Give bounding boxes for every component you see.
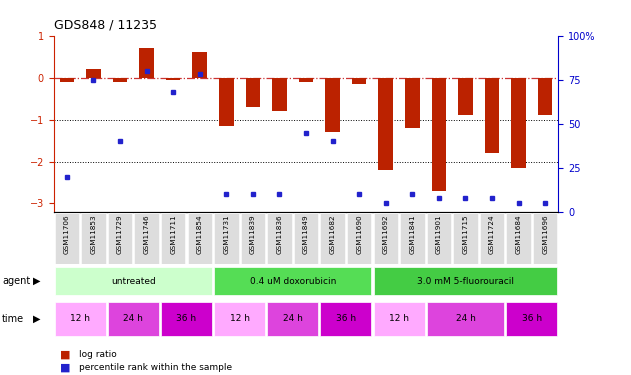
Text: 36 h: 36 h (177, 314, 196, 323)
Text: GSM11849: GSM11849 (303, 214, 309, 254)
FancyBboxPatch shape (374, 267, 557, 295)
FancyBboxPatch shape (294, 213, 318, 264)
Bar (511, 78, 526, 168)
Text: GSM11841: GSM11841 (410, 214, 415, 254)
Bar (379, 78, 393, 170)
Bar (298, 78, 314, 82)
Bar (192, 53, 207, 78)
FancyBboxPatch shape (533, 213, 557, 264)
Text: 12 h: 12 h (389, 314, 409, 323)
FancyBboxPatch shape (214, 213, 239, 264)
FancyBboxPatch shape (506, 302, 557, 336)
Text: 24 h: 24 h (124, 314, 143, 323)
Text: GSM11901: GSM11901 (436, 214, 442, 254)
FancyBboxPatch shape (240, 213, 265, 264)
Text: GSM11729: GSM11729 (117, 214, 123, 254)
Text: GSM11715: GSM11715 (463, 214, 468, 254)
Text: agent: agent (2, 276, 30, 286)
Text: GSM11692: GSM11692 (383, 214, 389, 254)
Bar (485, 78, 499, 153)
Text: 24 h: 24 h (456, 314, 475, 323)
FancyBboxPatch shape (108, 302, 159, 336)
FancyBboxPatch shape (55, 267, 212, 295)
Text: GSM11706: GSM11706 (64, 214, 70, 254)
Text: log ratio: log ratio (79, 350, 117, 359)
Text: untreated: untreated (111, 277, 156, 286)
FancyBboxPatch shape (55, 213, 79, 264)
Text: 36 h: 36 h (336, 314, 356, 323)
Bar (219, 78, 233, 126)
Text: GSM11836: GSM11836 (276, 214, 283, 254)
Text: GDS848 / 11235: GDS848 / 11235 (54, 19, 156, 32)
FancyBboxPatch shape (108, 213, 133, 264)
FancyBboxPatch shape (214, 267, 372, 295)
Bar (245, 78, 260, 107)
Bar (538, 78, 553, 116)
Bar (352, 78, 367, 84)
Bar (139, 48, 154, 78)
Text: GSM11853: GSM11853 (90, 214, 97, 254)
Text: ▶: ▶ (33, 276, 40, 286)
Text: percentile rank within the sample: percentile rank within the sample (79, 363, 232, 372)
FancyBboxPatch shape (374, 302, 425, 336)
FancyBboxPatch shape (400, 213, 425, 264)
Text: time: time (2, 314, 24, 324)
Text: ■: ■ (60, 363, 71, 372)
Bar (166, 78, 180, 80)
Text: GSM11839: GSM11839 (250, 214, 256, 254)
Text: GSM11682: GSM11682 (329, 214, 336, 254)
FancyBboxPatch shape (427, 213, 451, 264)
Text: 0.4 uM doxorubicin: 0.4 uM doxorubicin (250, 277, 336, 286)
Bar (59, 78, 74, 82)
FancyBboxPatch shape (506, 213, 531, 264)
FancyBboxPatch shape (480, 213, 504, 264)
Text: GSM11724: GSM11724 (489, 214, 495, 254)
Bar (432, 78, 446, 191)
FancyBboxPatch shape (214, 302, 265, 336)
FancyBboxPatch shape (321, 302, 372, 336)
FancyBboxPatch shape (55, 302, 106, 336)
Bar (272, 78, 286, 111)
Bar (86, 69, 101, 78)
FancyBboxPatch shape (161, 302, 212, 336)
FancyBboxPatch shape (427, 302, 504, 336)
Text: GSM11684: GSM11684 (516, 214, 522, 254)
FancyBboxPatch shape (268, 213, 292, 264)
FancyBboxPatch shape (187, 213, 212, 264)
Text: GSM11696: GSM11696 (542, 214, 548, 254)
Text: GSM11690: GSM11690 (356, 214, 362, 254)
Text: 12 h: 12 h (230, 314, 250, 323)
FancyBboxPatch shape (81, 213, 106, 264)
FancyBboxPatch shape (347, 213, 372, 264)
FancyBboxPatch shape (134, 213, 159, 264)
Text: 3.0 mM 5-fluorouracil: 3.0 mM 5-fluorouracil (417, 277, 514, 286)
Text: GSM11854: GSM11854 (197, 214, 203, 254)
Text: ■: ■ (60, 350, 71, 359)
FancyBboxPatch shape (453, 213, 478, 264)
FancyBboxPatch shape (374, 213, 398, 264)
Text: 36 h: 36 h (522, 314, 542, 323)
FancyBboxPatch shape (321, 213, 345, 264)
Text: ▶: ▶ (33, 314, 40, 324)
Bar (113, 78, 127, 82)
Text: GSM11731: GSM11731 (223, 214, 229, 254)
Text: GSM11746: GSM11746 (144, 214, 150, 254)
Bar (405, 78, 420, 128)
FancyBboxPatch shape (161, 213, 186, 264)
Text: 12 h: 12 h (70, 314, 90, 323)
Bar (326, 78, 340, 132)
FancyBboxPatch shape (268, 302, 318, 336)
Text: 24 h: 24 h (283, 314, 303, 323)
Bar (458, 78, 473, 116)
Text: GSM11711: GSM11711 (170, 214, 176, 254)
